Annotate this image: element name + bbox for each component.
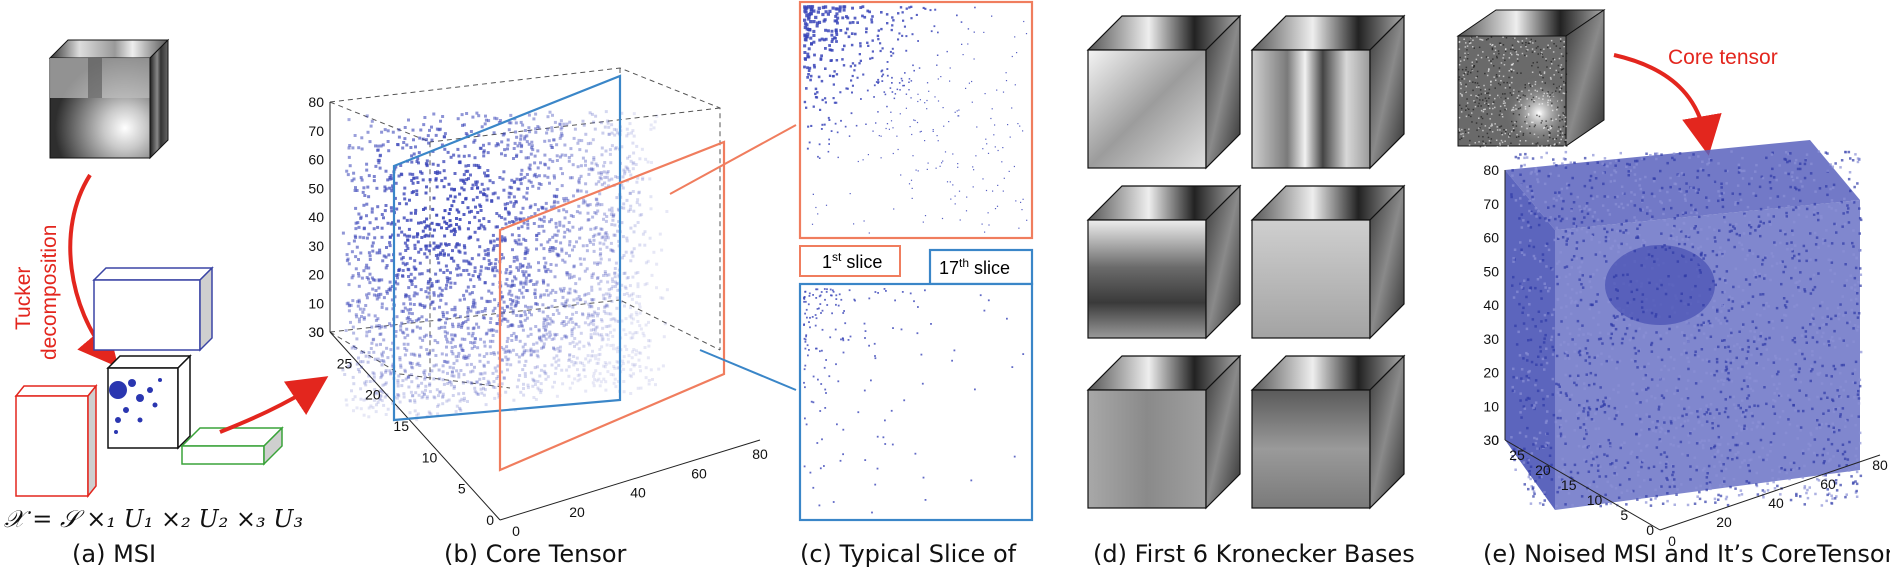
plot-b-x-tick-0: 0 — [512, 523, 520, 539]
plot-e-z-tick-0: 0 — [1491, 432, 1499, 448]
caption-e: (e) Noised MSI and It’s CoreTensor — [1483, 540, 1890, 568]
plot-e-y-tick-20: 20 — [1535, 462, 1551, 478]
plot-e-y-tick-25: 25 — [1509, 447, 1525, 463]
slice-1-points — [803, 5, 1028, 234]
slice-17-connector — [699, 349, 797, 391]
plot-b-point-cloud — [341, 110, 669, 422]
plot-b-z-tick-60: 60 — [308, 152, 324, 168]
plot-e-x-tick-20: 20 — [1716, 514, 1732, 530]
to-core-arrow — [219, 376, 329, 434]
panel-b-core-tensor-plot: 0 10 20 30 40 50 60 70 80 0 5 10 15 20 25 30 0 20 40 60 80 — [308, 67, 797, 539]
plot-e-y-tick-10: 10 — [1587, 492, 1603, 508]
plot-b-z-tick-70: 70 — [308, 123, 324, 139]
plot-b-x-ticks: 0 20 40 60 80 — [512, 446, 768, 539]
slice-17-outline — [392, 74, 622, 422]
plot-e-z-tick-10: 10 — [1483, 398, 1499, 414]
plot-e-z-tick-40: 40 — [1483, 297, 1499, 313]
core-cube-small — [106, 354, 192, 450]
plot-b-axes — [329, 102, 761, 521]
slice-1-frame — [798, 0, 1034, 240]
plot-e-x-ticks: 0 20 40 60 80 — [1668, 457, 1888, 549]
caption-c: (c) Typical Slice of — [800, 540, 1017, 568]
slice-17-points — [803, 288, 1025, 514]
factor-u1-box — [14, 383, 98, 499]
plot-b-box — [329, 67, 721, 389]
plot-e-x-tick-40: 40 — [1768, 495, 1784, 511]
msi-cube — [48, 38, 170, 160]
kronecker-basis-cube-5 — [1086, 354, 1242, 510]
core-tensor-label: Core tensor — [1668, 46, 1778, 69]
slice-17-label-box — [928, 248, 1034, 286]
decomposition-label: decomposition — [38, 225, 61, 360]
plot-e-z-ticks: 0 10 20 30 40 50 60 70 80 — [1483, 162, 1499, 448]
slice-1-connector — [669, 124, 797, 195]
factor-u2-box — [92, 266, 214, 352]
plot-e-y-tick-30: 30 — [1483, 432, 1499, 448]
plot-b-z-tick-40: 40 — [308, 209, 324, 225]
kronecker-basis-cube-3 — [1086, 184, 1242, 340]
slice-17-frame — [798, 282, 1034, 522]
plot-e-x-tick-60: 60 — [1820, 476, 1836, 492]
kronecker-basis-cube-1 — [1086, 14, 1242, 170]
plot-e-axes — [1504, 170, 1881, 531]
plot-b-x-tick-60: 60 — [691, 465, 707, 481]
slice-1-label: 1st slice — [822, 250, 882, 272]
plot-b-y-tick-20: 20 — [365, 387, 381, 403]
factor-u3-box — [180, 426, 284, 466]
plot-b-z-ticks: 0 10 20 30 40 50 60 70 80 — [308, 94, 324, 340]
plot-b-y-tick-30: 30 — [308, 324, 324, 340]
plot-e-z-tick-60: 60 — [1483, 230, 1499, 246]
tucker-label: Tucker — [12, 267, 35, 330]
panel-d-kronecker-bases — [1086, 14, 1406, 510]
slice-1-outline — [498, 140, 726, 472]
plot-e-point-cloud — [1510, 150, 1863, 508]
plot-b-x-tick-40: 40 — [630, 485, 646, 501]
plot-e-z-tick-70: 70 — [1483, 196, 1499, 212]
plot-e-y-tick-5: 5 — [1620, 507, 1628, 523]
plot-e-z-tick-80: 80 — [1483, 162, 1499, 178]
caption-d: (d) First 6 Kronecker Bases — [1093, 540, 1415, 568]
plot-b-y-tick-10: 10 — [422, 449, 438, 465]
plot-e-x-tick-0: 0 — [1668, 533, 1676, 549]
slice-1-label-box — [799, 245, 901, 277]
core-tensor-arrow — [1613, 53, 1722, 156]
plot-b-x-tick-80: 80 — [752, 446, 768, 462]
panel-e: Core tensor 0 10 20 30 40 50 60 70 80 0 5 10 15 20 25… — [1456, 9, 1888, 549]
plot-b-y-tick-15: 15 — [393, 418, 409, 434]
plot-b-z-tick-30: 30 — [308, 238, 324, 254]
plot-b-y-tick-25: 25 — [337, 355, 353, 371]
plot-e-z-tick-20: 20 — [1483, 365, 1499, 381]
panel-c: 1st slice 17th slice — [798, 0, 1034, 522]
caption-a: (a) MSI — [72, 540, 157, 568]
plot-b-y-tick-0: 0 — [486, 512, 494, 528]
plot-e-z-tick-30: 30 — [1483, 331, 1499, 347]
plot-b-y-ticks: 0 5 10 15 20 25 30 — [308, 324, 494, 528]
kronecker-basis-cube-2 — [1250, 14, 1406, 170]
plot-e-y-tick-15: 15 — [1561, 477, 1577, 493]
panel-a: Tucker decomposition — [4, 38, 329, 533]
plot-e-x-tick-80: 80 — [1872, 457, 1888, 473]
plot-e-y-tick-0: 0 — [1646, 522, 1654, 538]
kronecker-basis-cube-6 — [1250, 354, 1406, 510]
plot-e-y-ticks: 0 5 10 15 20 25 30 — [1483, 432, 1654, 538]
plot-b-z-tick-10: 10 — [308, 295, 324, 311]
caption-b: (b) Core Tensor — [444, 540, 627, 568]
plot-b-z-tick-20: 20 — [308, 267, 324, 283]
plot-b-z-tick-0: 0 — [316, 324, 324, 340]
noised-msi-cube — [1456, 9, 1606, 148]
kronecker-basis-cube-4 — [1250, 184, 1406, 340]
plot-e-noise-cube — [1505, 140, 1863, 510]
slice-17-label: 17th slice — [939, 256, 1010, 278]
plot-b-z-tick-80: 80 — [308, 94, 324, 110]
plot-b-y-tick-5: 5 — [458, 481, 466, 497]
noise-specks — [1458, 36, 1568, 148]
tucker-formula: 𝒳 = 𝒮 ×₁ U₁ ×₂ U₂ ×₃ U₃ — [4, 505, 303, 533]
plot-e-z-tick-50: 50 — [1483, 263, 1499, 279]
plot-b-z-tick-50: 50 — [308, 180, 324, 196]
plot-b-x-tick-20: 20 — [569, 504, 585, 520]
